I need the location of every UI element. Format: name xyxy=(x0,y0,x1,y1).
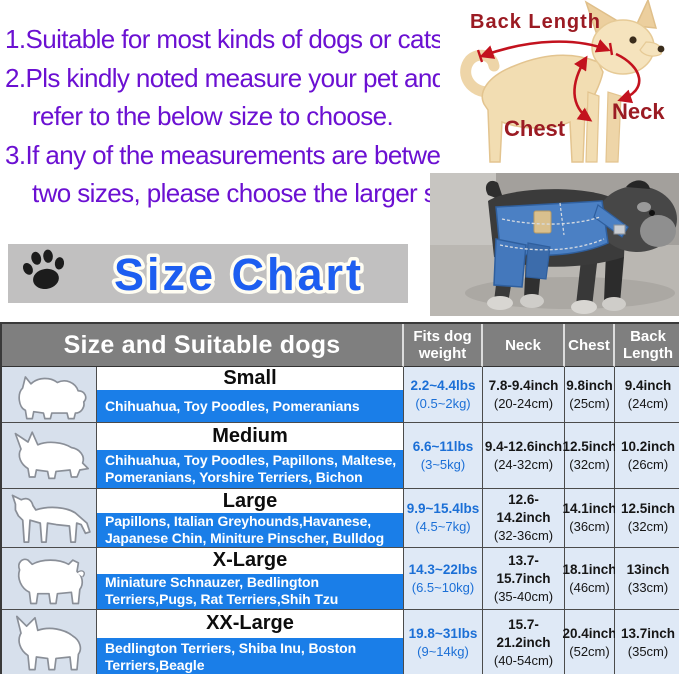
papillon-silhouette-icon xyxy=(14,430,90,479)
table-row-xlarge: X-Large Miniature Schnauzer, Bedlington … xyxy=(97,548,404,610)
xxlarge-weight: 19.8~31lbs (9~14kg) xyxy=(404,610,483,674)
size-name: Small xyxy=(97,367,403,391)
medium-back-length: 10.2inch (26cm) xyxy=(615,423,679,489)
xxlarge-back-length: 13.7inch (35cm) xyxy=(615,610,679,674)
table-row-small-silhouette xyxy=(2,367,97,423)
greyhound-silhouette-icon xyxy=(11,494,91,543)
header-size-suitable-dogs: Size and Suitable dogs xyxy=(2,324,404,367)
instructions-list: 1.Suitable for most kinds of dogs or cat… xyxy=(5,20,475,213)
size-name: Medium xyxy=(97,423,403,451)
measuring-diagram-photo: Back Length Neck Chest xyxy=(440,0,679,171)
small-neck: 7.8-9.4inch (20-24cm) xyxy=(483,367,565,423)
small-weight: 2.2~4.4lbs (0.5~2kg) xyxy=(404,367,483,423)
medium-weight: 6.6~11lbs (3~5kg) xyxy=(404,423,483,489)
table-row-xlarge-silhouette xyxy=(2,548,97,610)
medium-chest: 12.5inch (32cm) xyxy=(562,423,617,489)
size-chart-banner: Size Chart xyxy=(8,244,408,303)
table-row-large-silhouette xyxy=(2,489,97,548)
header-chest: Chest xyxy=(565,324,615,367)
large-back-length: 12.5inch (32cm) xyxy=(615,489,679,548)
suitable-breeds: Papillons, Italian Greyhounds,Havanese, … xyxy=(97,513,403,548)
suitable-breeds: Bedlington Terriers, Shiba Inu, Boston T… xyxy=(97,637,403,674)
table-row-small: Small Chihuahua, Toy Poodles, Pomeranian… xyxy=(97,367,404,423)
chihuahua-illustration xyxy=(460,0,665,163)
xlarge-chest: 18.1inch (46cm) xyxy=(562,548,617,610)
boston-terrier-silhouette-icon xyxy=(15,615,82,671)
instruction-line: two sizes, please choose the larger size… xyxy=(32,178,475,208)
size-name: Large xyxy=(97,489,403,514)
large-neck: 12.6-14.2inch (32-36cm) xyxy=(483,489,565,548)
table-row-large: Large Papillons, Italian Greyhounds,Hava… xyxy=(97,489,404,548)
table-row-medium-silhouette xyxy=(2,423,97,489)
back-length-label: Back Length xyxy=(470,11,602,33)
suitable-breeds: Chihuahua, Toy Poodles, Papillons, Malte… xyxy=(97,450,403,488)
table-row-xxlarge-silhouette xyxy=(2,610,97,674)
pomeranian-silhouette-icon xyxy=(18,375,87,419)
chest-label: Chest xyxy=(504,116,566,141)
size-table: Size and Suitable dogs Fits dog weight N… xyxy=(0,322,679,674)
banner-title: Size Chart xyxy=(110,246,364,302)
header-fits-dog-weight: Fits dog weight xyxy=(404,324,483,367)
suitable-breeds: Miniature Schnauzer, Bedlington Terriers… xyxy=(97,573,403,609)
large-chest: 14.1inch (36cm) xyxy=(562,489,617,548)
instruction-line: 1.Suitable for most kinds of dogs or cat… xyxy=(5,24,450,54)
svg-text:Size Chart: Size Chart xyxy=(114,249,364,300)
xxlarge-neck: 15.7-21.2inch (40-54cm) xyxy=(483,610,565,674)
denim-overalls-dog-photo xyxy=(430,173,679,316)
neck-label: Neck xyxy=(612,99,665,124)
xxlarge-chest: 20.4inch (52cm) xyxy=(562,610,617,674)
header-back-length: Back Length xyxy=(615,324,679,367)
xlarge-neck: 13.7-15.7inch (35-40cm) xyxy=(483,548,565,610)
instruction-line: 3.If any of the measurements are between xyxy=(5,139,469,170)
paw-icon xyxy=(18,245,72,301)
medium-neck: 9.4-12.6inch (24-32cm) xyxy=(483,423,565,489)
header-neck: Neck xyxy=(483,324,565,367)
denim-dog-illustration xyxy=(430,173,679,316)
table-row-medium: Medium Chihuahua, Toy Poodles, Papillons… xyxy=(97,423,404,489)
xlarge-weight: 14.3~22lbs (6.5~10kg) xyxy=(404,548,483,610)
table-row-xxlarge: XX-Large Bedlington Terriers, Shiba Inu,… xyxy=(97,610,404,674)
pug-silhouette-icon xyxy=(17,558,85,604)
small-chest: 9.8inch (25cm) xyxy=(565,367,615,423)
instruction-line: refer to the below size to choose. xyxy=(32,101,394,131)
size-name: XX-Large xyxy=(97,610,403,638)
suitable-breeds: Chihuahua, Toy Poodles, Pomeranians xyxy=(97,390,403,422)
size-name: X-Large xyxy=(97,548,403,574)
xlarge-back-length: 13inch (33cm) xyxy=(615,548,679,610)
large-weight: 9.9~15.4lbs (4.5~7kg) xyxy=(404,489,483,548)
instruction-line: 2.Pls kindly noted measure your pet and xyxy=(5,62,446,93)
small-back-length: 9.4inch (24cm) xyxy=(615,367,679,423)
